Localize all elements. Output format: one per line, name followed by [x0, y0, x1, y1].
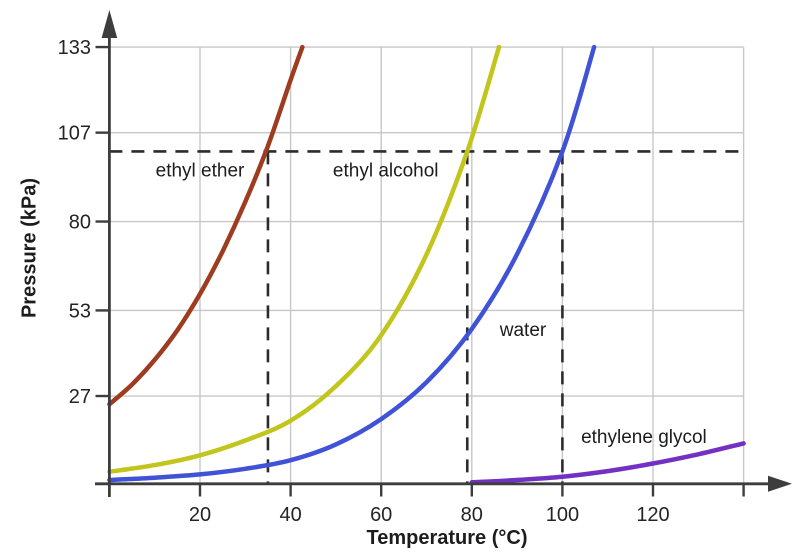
label-water: water: [499, 320, 547, 341]
label-ethyl-alcohol: ethyl alcohol: [333, 161, 439, 182]
label-ethylene-glycol: ethylene glycol: [581, 427, 707, 448]
y-axis-title: Pressure (kPa): [18, 177, 41, 319]
y-axis-arrow: [101, 10, 118, 38]
x-tick-label-60: 60: [370, 504, 392, 526]
x-axis-arrow: [768, 475, 792, 492]
x-tick-label-120: 120: [636, 504, 669, 526]
y-tick-label-27: 27: [69, 386, 91, 408]
curve-ethyl-ether: [107, 44, 305, 407]
y-tick-label-133: 133: [58, 37, 91, 59]
curve-water: [107, 44, 597, 483]
x-tick-label-40: 40: [279, 504, 301, 526]
x-tick-label-20: 20: [189, 504, 211, 526]
label-ethyl-ether: ethyl ether: [156, 161, 245, 182]
x-tick-label-100: 100: [546, 504, 579, 526]
y-tick-label-53: 53: [69, 300, 91, 322]
y-tick-label-80: 80: [69, 212, 91, 234]
x-axis-title: Temperature (°C): [366, 527, 528, 549]
x-tick-label-80: 80: [461, 504, 483, 526]
curve-ethylene-glycol: [469, 441, 746, 485]
curve-ethyl-alcohol: [107, 44, 502, 474]
y-tick-label-107: 107: [58, 123, 91, 145]
